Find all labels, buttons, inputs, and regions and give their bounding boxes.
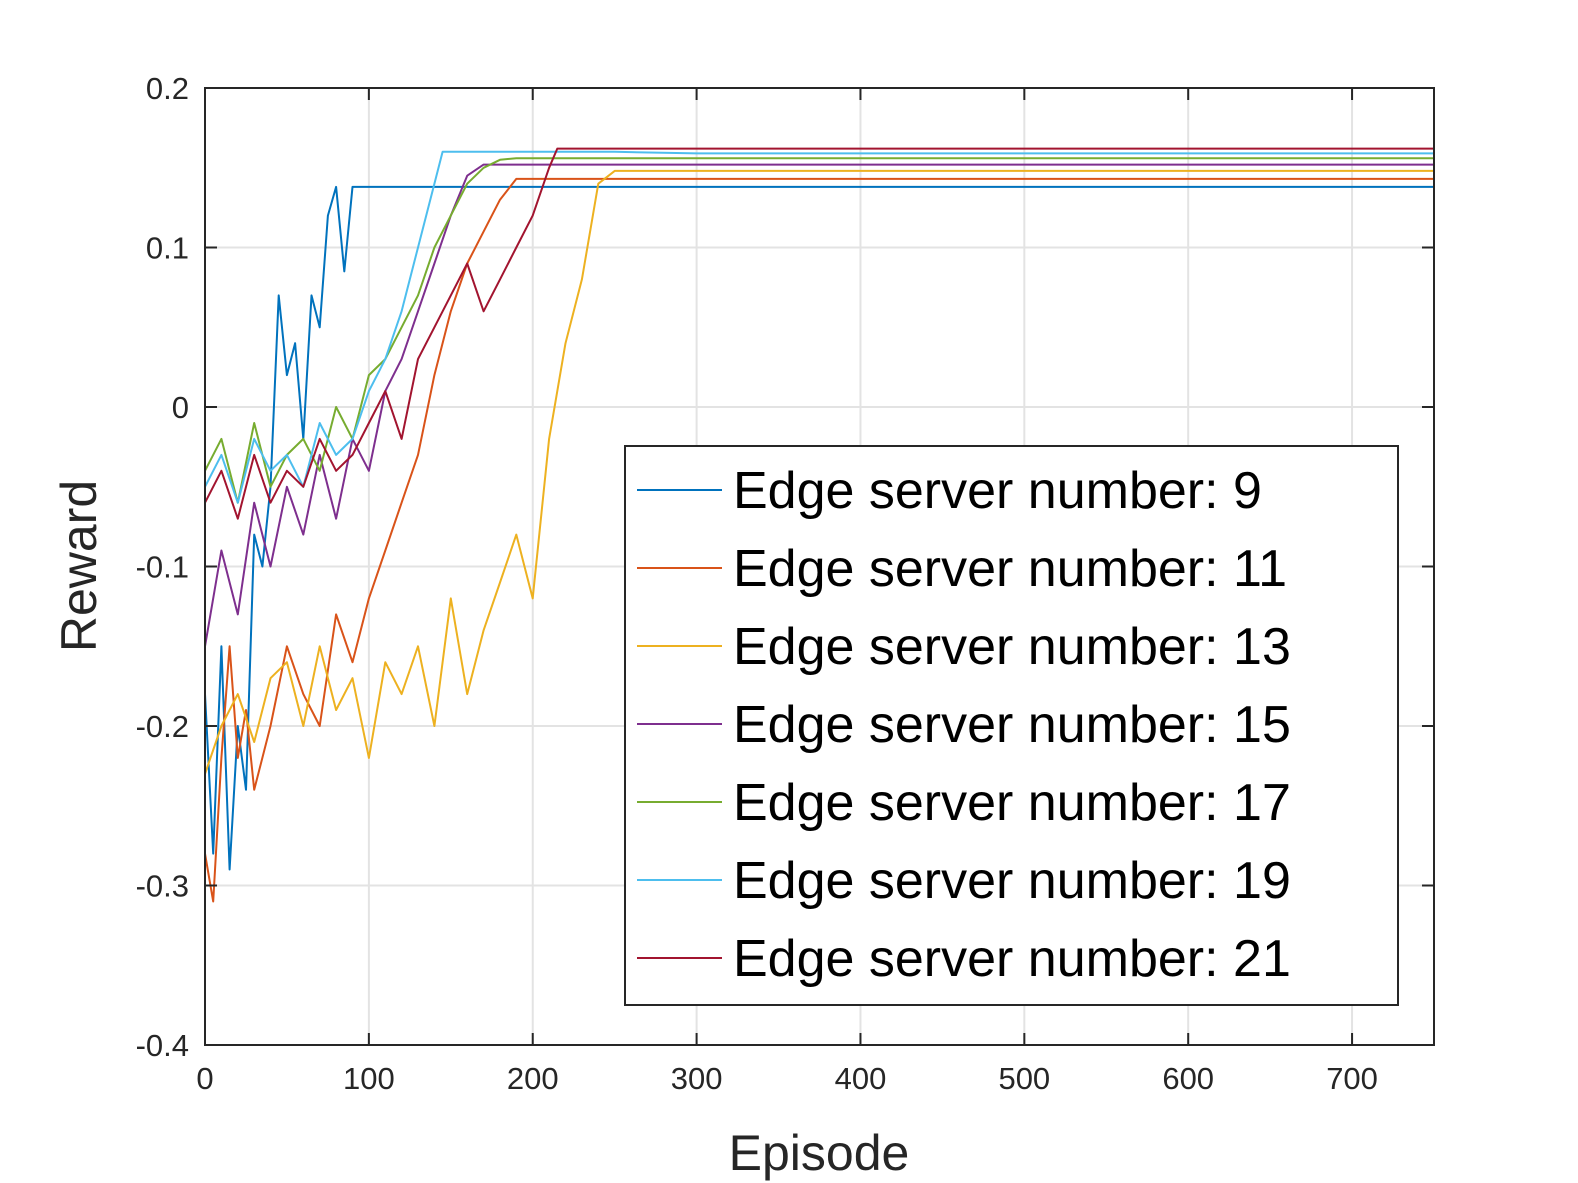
y-tick-label: -0.2 — [136, 709, 189, 744]
x-tick-label: 200 — [507, 1061, 559, 1096]
y-tick-label: 0 — [172, 390, 189, 425]
legend-label-4: Edge server number: 15 — [733, 696, 1291, 754]
tick-labels: 0 100 200 300 400 500 600 700 -0.4 -0.3 -0.2 -0.1 0 0… — [136, 71, 1378, 1096]
x-tick-label: 300 — [671, 1061, 723, 1096]
series-line-6 — [204, 150, 1434, 504]
legend-label-3: Edge server number: 13 — [733, 618, 1291, 676]
y-tick-label: -0.1 — [136, 550, 189, 585]
y-tick-label: -0.3 — [136, 869, 189, 904]
axis-ticks — [204, 87, 1434, 1046]
y-tick-label: -0.4 — [136, 1028, 189, 1063]
x-tick-label: 500 — [998, 1061, 1050, 1096]
series-line-1 — [204, 185, 1434, 871]
x-tick-label: 700 — [1326, 1061, 1378, 1096]
series-line-3 — [204, 169, 1434, 775]
legend-label-6: Edge server number: 19 — [733, 852, 1291, 910]
legend-box — [624, 445, 1399, 1006]
legend: Edge server number: 9 Edge server number:… — [624, 445, 1399, 1006]
legend-label-7: Edge server number: 21 — [733, 930, 1291, 988]
legend-label-2: Edge server number: 11 — [733, 540, 1287, 598]
series-line-4 — [204, 163, 1434, 647]
y-tick-label: 0.2 — [146, 71, 189, 106]
series-line-7 — [204, 147, 1434, 520]
x-tick-label: 100 — [343, 1061, 395, 1096]
x-axis-title: Episode — [729, 1125, 910, 1181]
legend-label-1: Edge server number: 9 — [733, 462, 1262, 520]
x-tick-label: 0 — [196, 1061, 213, 1096]
y-axis-title: Reward — [51, 480, 107, 652]
x-tick-label: 400 — [835, 1061, 887, 1096]
x-tick-label: 600 — [1162, 1061, 1214, 1096]
y-tick-label: 0.1 — [146, 231, 189, 266]
legend-label-5: Edge server number: 17 — [733, 774, 1291, 832]
series-layer — [204, 147, 1434, 903]
series-line-5 — [204, 157, 1434, 504]
